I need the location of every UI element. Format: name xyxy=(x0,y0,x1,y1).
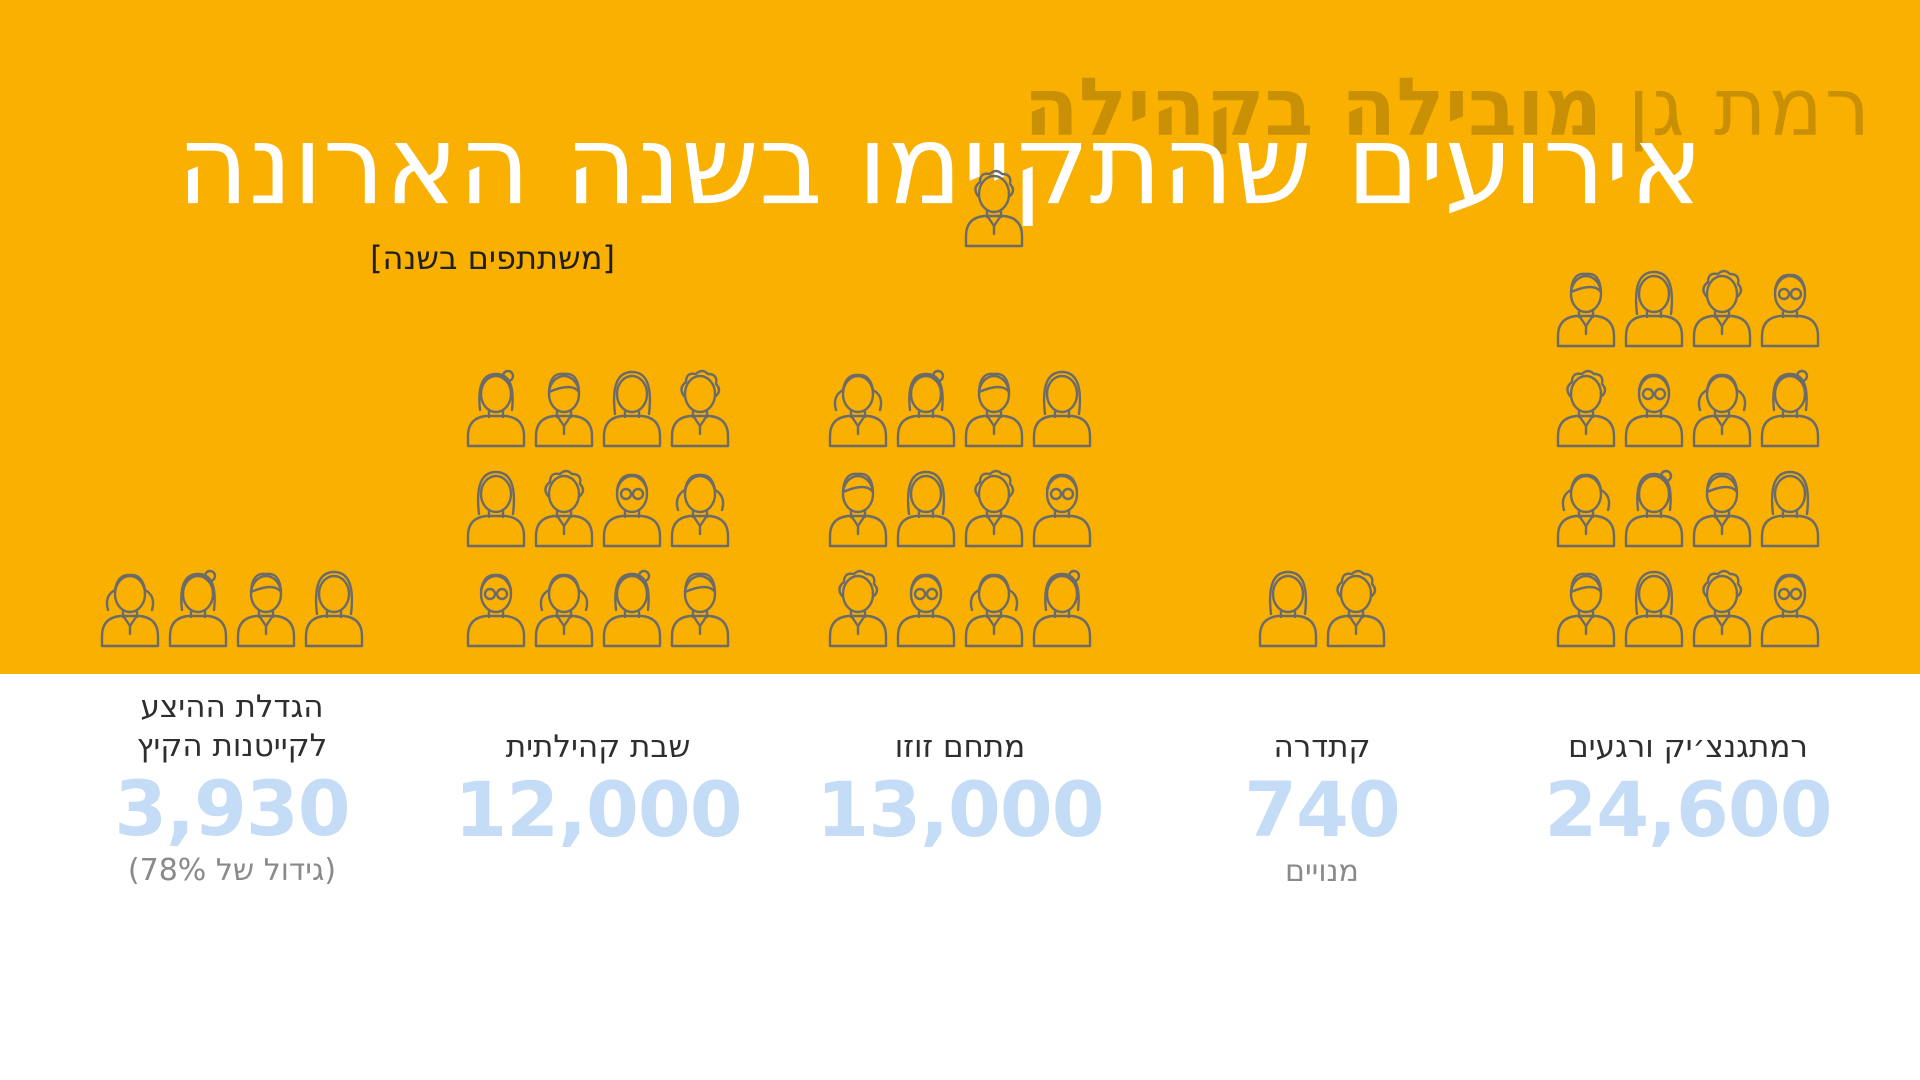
person-icon-2-0 xyxy=(828,569,888,648)
person-icon-0-11 xyxy=(1760,369,1820,448)
person-icon-2-12 xyxy=(964,169,1024,248)
person-icon-3-10 xyxy=(602,370,662,448)
category-block: שבת קהילתית 12,000 xyxy=(428,728,768,851)
category-label: רמתגנצ׳יק ורגעים xyxy=(1568,729,1808,765)
person-icon-3-4 xyxy=(466,470,526,548)
person-icon-4-0 xyxy=(100,573,160,648)
person-icon-4-1 xyxy=(168,569,228,648)
person-icon-2-6 xyxy=(964,469,1024,548)
person-icon-1-0 xyxy=(1258,570,1318,648)
person-icon-0-13 xyxy=(1624,270,1684,348)
category-block: רמתגנצ׳יק ורגעים 24,600 xyxy=(1518,728,1858,851)
person-icon-3-5 xyxy=(534,469,594,548)
category-block: מתחם זוזו 13,000 xyxy=(790,728,1130,851)
person-icon-0-1 xyxy=(1624,570,1684,648)
person-icon-0-8 xyxy=(1556,369,1616,448)
person-icon-2-3 xyxy=(1032,569,1092,648)
chart-title: אירועים שהתקיימו בשנה הארונה xyxy=(176,101,1704,229)
category-label: שבת קהילתית xyxy=(505,729,691,765)
person-icon-1-1 xyxy=(1326,569,1386,648)
category-block: הגדלת ההיצע לקייטנות הקיץ 3,930 (גידול של … xyxy=(62,688,402,890)
person-icon-4-2 xyxy=(236,572,296,648)
pictograph-area xyxy=(100,169,1820,648)
category-note: (גידול של 78%) xyxy=(127,853,337,888)
person-icon-2-8 xyxy=(828,373,888,448)
person-icon-0-9 xyxy=(1624,373,1684,448)
brand-part-1: רמת גן xyxy=(1627,61,1872,154)
person-icon-0-10 xyxy=(1692,373,1752,448)
person-icon-3-1 xyxy=(534,573,594,648)
person-icon-0-3 xyxy=(1760,573,1820,648)
person-icon-0-14 xyxy=(1692,269,1752,348)
person-icon-2-7 xyxy=(1032,473,1092,548)
person-icon-3-0 xyxy=(466,573,526,648)
person-icon-3-3 xyxy=(670,572,730,648)
category-value: 12,000 xyxy=(454,765,742,854)
category-value: 3,930 xyxy=(114,764,350,853)
category-value: 740 xyxy=(1244,765,1401,854)
person-icon-3-11 xyxy=(670,369,730,448)
category-value: 13,000 xyxy=(816,765,1104,854)
person-icon-2-11 xyxy=(1032,370,1092,448)
person-icon-4-3 xyxy=(304,570,364,648)
person-icon-0-7 xyxy=(1760,470,1820,548)
brand-part-2: מובילה בקהילה xyxy=(1023,61,1603,154)
person-icon-0-2 xyxy=(1692,569,1752,648)
person-icon-2-10 xyxy=(964,372,1024,448)
category-label: מתחם זוזו xyxy=(894,729,1026,765)
category-label: הגדלת ההיצע לקייטנות הקיץ xyxy=(136,689,328,764)
person-icon-2-5 xyxy=(896,470,956,548)
category-label: קתדרה xyxy=(1273,729,1371,765)
person-icon-3-2 xyxy=(602,569,662,648)
unit-label: [משתתפים בשנה] xyxy=(370,239,615,277)
person-icon-3-9 xyxy=(534,372,594,448)
category-note: מנויים xyxy=(1285,854,1359,889)
person-icon-2-1 xyxy=(896,573,956,648)
person-icon-2-4 xyxy=(828,472,888,548)
person-icon-2-9 xyxy=(896,369,956,448)
header-band xyxy=(0,0,1920,674)
person-icon-2-2 xyxy=(964,573,1024,648)
person-icon-3-7 xyxy=(670,473,730,548)
person-icon-0-4 xyxy=(1556,473,1616,548)
brand-logo-text: רמת גן מובילה בקהילה xyxy=(1024,58,1872,158)
category-block: קתדרה 740 מנויים xyxy=(1152,728,1492,891)
person-icon-0-0 xyxy=(1556,572,1616,648)
category-value: 24,600 xyxy=(1544,765,1832,854)
person-icon-0-12 xyxy=(1556,272,1616,348)
person-icon-3-6 xyxy=(602,473,662,548)
person-icon-3-8 xyxy=(466,369,526,448)
person-icon-0-5 xyxy=(1624,469,1684,548)
person-icon-0-6 xyxy=(1692,472,1752,548)
person-icon-0-15 xyxy=(1760,273,1820,348)
